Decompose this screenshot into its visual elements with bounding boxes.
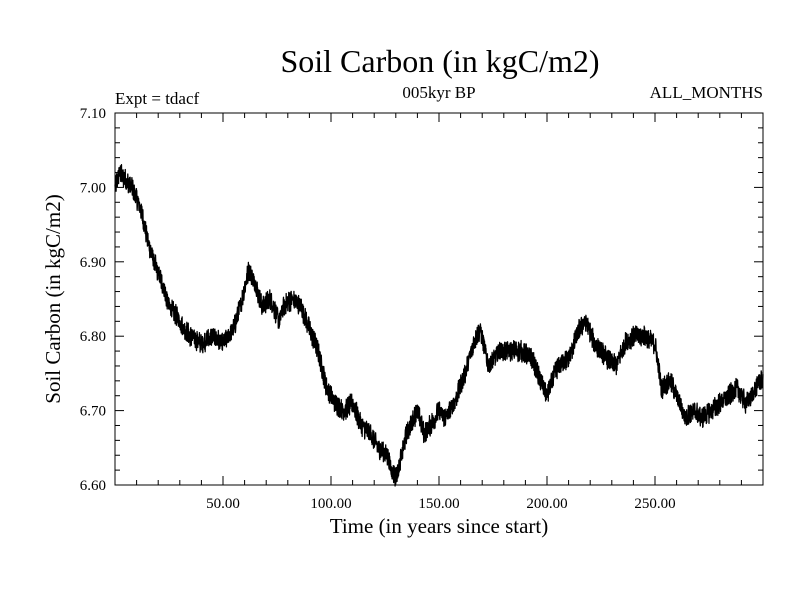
y-tick-labels: 6.60 6.70 6.80 6.90 7.00 7.10 xyxy=(80,106,106,494)
chart-subtitle: 005kyr BP xyxy=(402,83,475,102)
months-label: ALL_MONTHS xyxy=(650,83,763,102)
soil-carbon-series-line xyxy=(114,164,764,487)
y-tick-label: 7.00 xyxy=(80,180,106,196)
y-tick-label: 6.80 xyxy=(80,329,106,345)
x-tick-labels: 50.00 100.00 150.00 200.00 250.00 xyxy=(206,496,676,512)
axis-ticks xyxy=(115,113,763,485)
y-tick-label: 6.70 xyxy=(80,404,106,420)
x-tick-label: 250.00 xyxy=(634,496,675,512)
y-tick-label: 6.60 xyxy=(80,478,106,494)
y-tick-label: 6.90 xyxy=(80,255,106,271)
data-line-layer xyxy=(114,164,764,487)
experiment-label: Expt = tdacf xyxy=(115,89,200,108)
y-axis-label: Soil Carbon (in kgC/m2) xyxy=(41,194,65,403)
x-tick-label: 150.00 xyxy=(418,496,459,512)
x-tick-label: 50.00 xyxy=(206,496,240,512)
chart-title: Soil Carbon (in kgC/m2) xyxy=(280,43,599,79)
x-tick-label: 200.00 xyxy=(526,496,567,512)
x-axis-label: Time (in years since start) xyxy=(330,514,549,538)
x-tick-label: 100.00 xyxy=(310,496,351,512)
plot-area-frame xyxy=(114,112,764,486)
y-tick-label: 7.10 xyxy=(80,106,106,122)
